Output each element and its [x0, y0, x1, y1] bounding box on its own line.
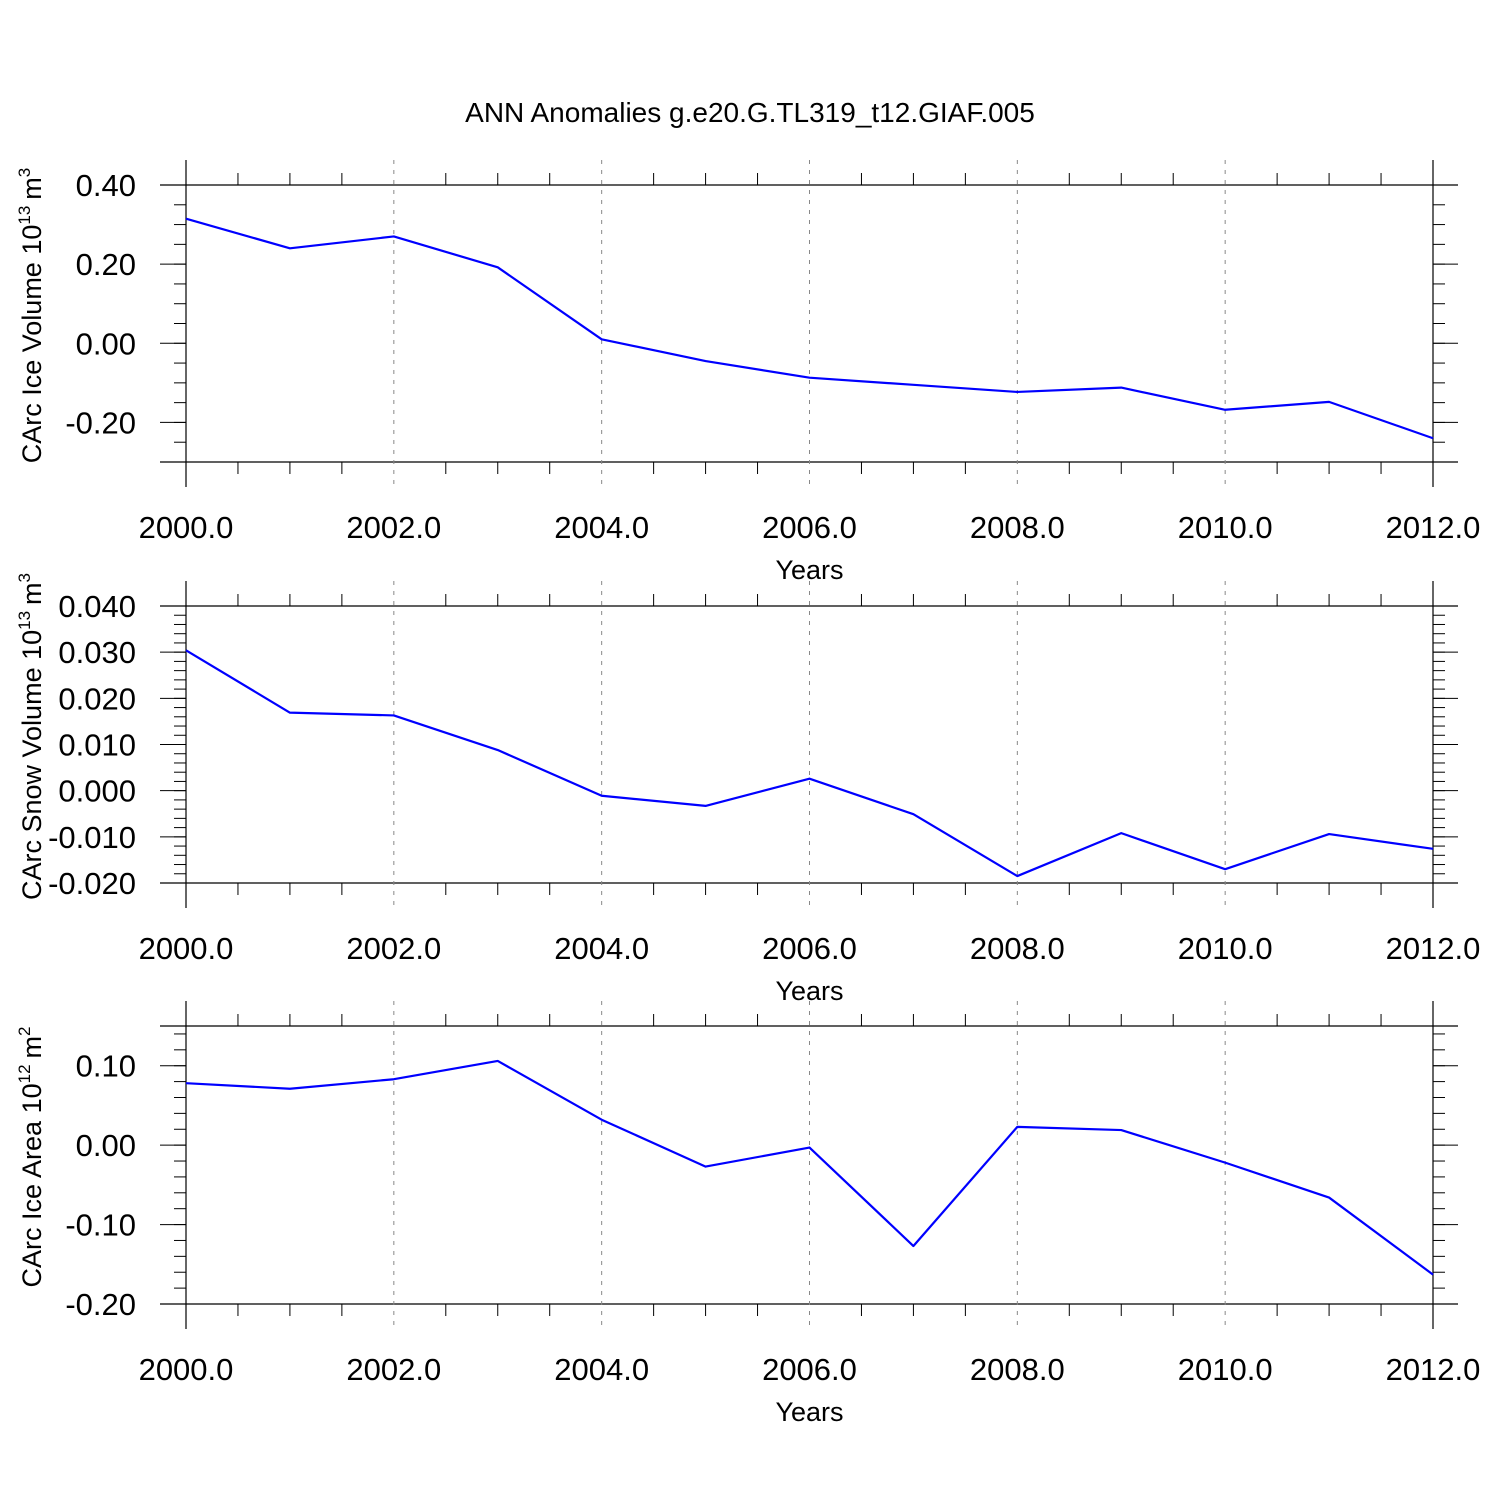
- figure-title: ANN Anomalies g.e20.G.TL319_t12.GIAF.005: [465, 97, 1035, 128]
- y-axis-label-text: CArc Snow Volume 10: [17, 630, 47, 900]
- x-axis-label: Years: [775, 1397, 843, 1427]
- y-axis-label-text: CArc Ice Area 10: [17, 1083, 47, 1287]
- x-tick-label: 2004.0: [554, 1352, 649, 1387]
- x-tick-label: 2002.0: [346, 510, 441, 545]
- x-tick-label: 2002.0: [346, 931, 441, 966]
- y-axis-label-exponent: 12: [15, 1064, 34, 1083]
- x-tick-label: 2004.0: [554, 510, 649, 545]
- y-tick-label: -0.10: [65, 1208, 136, 1243]
- x-tick-label: 2006.0: [762, 510, 857, 545]
- y-axis-label-unit: m: [17, 582, 47, 605]
- y-axis-label: CArc Snow Volume 1013 m3: [15, 573, 47, 900]
- x-tick-label: 2000.0: [139, 931, 234, 966]
- y-tick-label: 0.20: [76, 247, 136, 282]
- y-axis-label-unit: m: [17, 177, 47, 200]
- y-tick-label: -0.20: [65, 1287, 136, 1322]
- series-line-1: [185, 217, 1434, 440]
- y-tick-label: 0.00: [76, 326, 136, 361]
- y-tick-label: 0.040: [58, 589, 136, 624]
- x-tick-label: 2000.0: [139, 510, 234, 545]
- x-tick-label: 2006.0: [762, 1352, 857, 1387]
- y-axis-label-unit-exponent: 3: [15, 573, 34, 582]
- y-tick-label: 0.10: [76, 1049, 136, 1084]
- x-tick-label: 2008.0: [970, 931, 1065, 966]
- x-tick-label: 2008.0: [970, 510, 1065, 545]
- x-tick-label: 2010.0: [1178, 931, 1273, 966]
- y-axis-label-unit-exponent: 2: [15, 1027, 34, 1036]
- y-axis-label-exponent: 13: [15, 611, 34, 630]
- x-tick-label: 2006.0: [762, 931, 857, 966]
- x-tick-label: 2002.0: [346, 1352, 441, 1387]
- series-line-1: [185, 1059, 1434, 1276]
- x-tick-label: 2008.0: [970, 1352, 1065, 1387]
- y-tick-label: -0.20: [65, 405, 136, 440]
- x-axis-label: Years: [775, 555, 843, 585]
- y-tick-label: 0.010: [58, 728, 136, 763]
- y-axis-label: CArc Ice Volume 1013 m3: [15, 168, 47, 464]
- y-axis-label-unit-exponent: 3: [15, 168, 34, 177]
- panels: 2000.0 2002.0 2004.0 2006.0 2008.0 2010.0 2012…: [15, 160, 1480, 1427]
- x-tick-label: 2010.0: [1178, 510, 1273, 545]
- y-axis-label-unit: m: [17, 1036, 47, 1059]
- y-tick-label: 0.40: [76, 168, 136, 203]
- y-tick-label: 0.000: [58, 774, 136, 809]
- y-axis-label: CArc Ice Area 1012 m2: [15, 1027, 47, 1288]
- x-tick-label: 2012.0: [1386, 510, 1481, 545]
- y-tick-label: 0.030: [58, 635, 136, 670]
- y-axis-label-exponent: 13: [15, 206, 34, 225]
- chart-panel-3: 2000.0 2002.0 2004.0 2006.0 2008.0 2010.0 2012…: [15, 1001, 1480, 1427]
- x-tick-label: 2004.0: [554, 931, 649, 966]
- chart-panel-1: 2000.0 2002.0 2004.0 2006.0 2008.0 2010.0 2012…: [15, 160, 1480, 585]
- y-tick-label: 0.020: [58, 681, 136, 716]
- y-tick-label: -0.020: [48, 866, 136, 901]
- chart-panel-2: 2000.0 2002.0 2004.0 2006.0 2008.0 2010.0 2012…: [15, 573, 1480, 1006]
- y-tick-label: 0.00: [76, 1128, 136, 1163]
- x-tick-label: 2000.0: [139, 1352, 234, 1387]
- x-tick-label: 2010.0: [1178, 1352, 1273, 1387]
- y-axis-label-text: CArc Ice Volume 10: [17, 225, 47, 464]
- y-tick-label: -0.010: [48, 820, 136, 855]
- series-line-1: [185, 649, 1434, 878]
- x-tick-label: 2012.0: [1386, 931, 1481, 966]
- x-tick-label: 2012.0: [1386, 1352, 1481, 1387]
